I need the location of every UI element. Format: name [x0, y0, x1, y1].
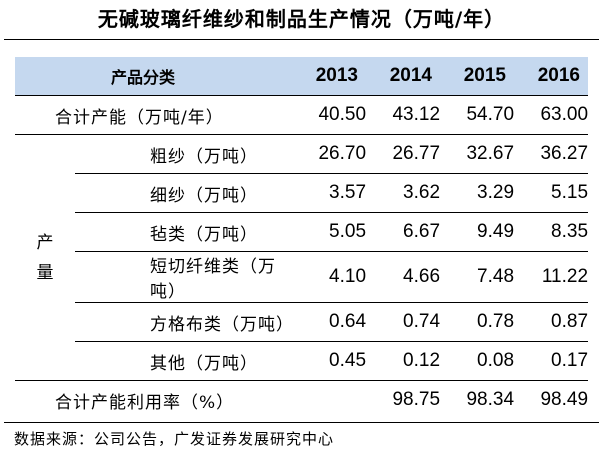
capacity-row: 合计产能（万吨/年） 40.50 43.12 54.70 63.00: [15, 95, 589, 135]
table-cell: 0.78: [440, 302, 515, 342]
table-cell: 3.62: [366, 173, 441, 213]
output-row: 短切纤维类（万吨） 4.10 4.66 7.48 11.22: [15, 251, 589, 303]
table-cell: 7.48: [440, 251, 515, 303]
table-cell: 26.77: [366, 134, 441, 174]
table-cell: 43.12: [366, 95, 441, 135]
row-label: 细纱（万吨）: [75, 173, 293, 213]
header-category: 产品分类: [15, 57, 293, 96]
table-cell: 32.67: [440, 134, 515, 174]
table-cell: 8.35: [514, 212, 589, 252]
output-row: 方格布类（万吨） 0.64 0.74 0.78 0.87: [15, 302, 589, 342]
production-table: 产品分类 2013 2014 2015 2016 合计产能（万吨/年） 40.5…: [15, 57, 589, 420]
output-row: 产 量 粗纱（万吨） 26.70 26.77 32.67 36.27: [15, 134, 589, 381]
table-header-row: 产品分类 2013 2014 2015 2016: [15, 57, 589, 96]
table-cell: 98.75: [392, 389, 441, 410]
table-cell: 0.87: [514, 302, 589, 342]
table-cell: 5.05: [292, 212, 367, 252]
output-row: 其他（万吨） 0.45 0.12 0.08 0.17: [15, 341, 589, 381]
row-label: 毡类（万吨）: [75, 212, 293, 252]
table-cell: 6.67: [366, 212, 441, 252]
table-cell: [292, 381, 366, 420]
table-cell: 3.57: [292, 173, 367, 213]
table-cell: 54.70: [440, 95, 515, 135]
row-label: 粗纱（万吨）: [75, 134, 293, 174]
row-label: 其他（万吨）: [75, 341, 293, 381]
table-cell: 0.45: [292, 341, 367, 381]
header-year: 2013: [292, 57, 367, 96]
table-cell: 4.10: [292, 251, 367, 303]
table-cell: 0.64: [292, 302, 367, 342]
row-label: 短切纤维类（万吨）: [75, 251, 293, 303]
output-row: 毡类（万吨） 5.05 6.67 9.49 8.35: [15, 212, 589, 252]
header-year: 2014: [366, 57, 441, 96]
row-label: 方格布类（万吨）: [75, 302, 293, 342]
bottom-divider: [4, 422, 599, 423]
row-label: 合计产能利用率（%）: [55, 392, 235, 413]
row-label: 合计产能（万吨/年）: [15, 95, 293, 135]
group-label-char: 产: [36, 232, 54, 253]
utilization-row: 合计产能利用率（%） 98.75 98.34 98.49: [15, 381, 588, 420]
table-cell: 0.12: [366, 341, 441, 381]
table-cell: 36.27: [514, 134, 589, 174]
output-row: 细纱（万吨） 3.57 3.62 3.29 5.15: [15, 173, 589, 213]
table-cell: 11.22: [514, 251, 589, 303]
table-cell: 98.34: [466, 389, 515, 410]
page-title: 无碱玻璃纤维纱和制品生产情况（万吨/年）: [97, 7, 506, 31]
table-cell: 4.66: [366, 251, 441, 303]
table-cell: 0.74: [366, 302, 441, 342]
table-cell: 26.70: [292, 134, 367, 174]
table-cell: 0.08: [440, 341, 515, 381]
table-cell: 5.15: [514, 173, 589, 213]
table-cell: 0.17: [514, 341, 589, 381]
table-cell: 98.49: [540, 389, 589, 410]
source-note: 数据来源：公司公告，广发证券发展研究中心: [14, 430, 335, 448]
table-cell: 9.49: [440, 212, 515, 252]
table-cell: 40.50: [292, 95, 367, 135]
table-cell: 3.29: [440, 173, 515, 213]
group-label-char: 量: [36, 262, 54, 283]
header-year: 2015: [440, 57, 515, 96]
table-cell: 63.00: [514, 95, 589, 135]
output-group-label: 产 量: [15, 134, 75, 381]
header-year: 2016: [514, 57, 589, 96]
top-divider: [4, 39, 599, 40]
